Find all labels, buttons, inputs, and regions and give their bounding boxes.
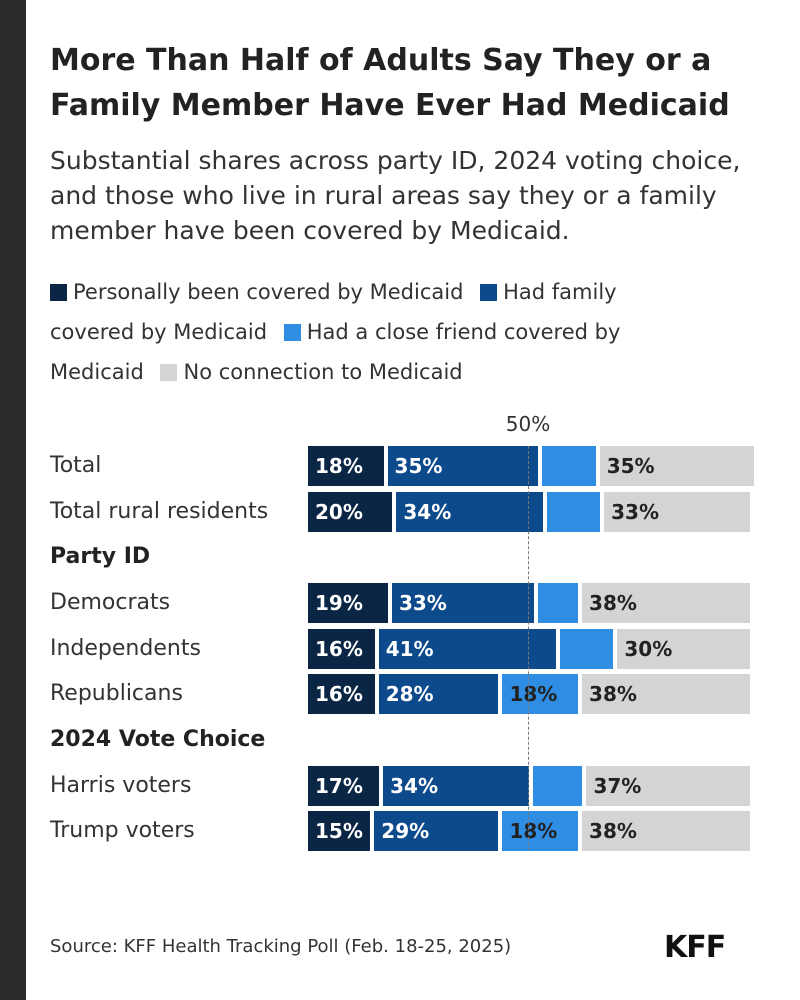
- data-label: 38%: [589, 682, 637, 706]
- category-label-trump-voters: Trump voters: [50, 818, 195, 843]
- bar-row-independents: 16% 41% 30%: [0, 628, 800, 669]
- data-label: 34%: [390, 773, 438, 798]
- data-label: 38%: [589, 591, 637, 615]
- data-label: 17%: [315, 773, 363, 798]
- bar-segment-none: 35%: [599, 446, 755, 486]
- legend-swatch-personal: [50, 284, 67, 301]
- data-label: 18%: [509, 819, 558, 843]
- legend-swatch-friend: [283, 324, 301, 341]
- category-label-independents: Independents: [50, 635, 201, 661]
- legend-item-personal: Personally been covered by Medicaid: [50, 280, 463, 304]
- bar-segment-none: 38%: [582, 811, 750, 851]
- bar-row-democrats: 19% 33% 38%: [0, 583, 800, 623]
- legend-label-personal: Personally been covered by Medicaid: [73, 280, 464, 304]
- data-label: 18%: [509, 682, 558, 706]
- bar-segment-personal: 17%: [308, 765, 380, 806]
- bar-segment-family: 33%: [391, 583, 534, 623]
- bar-segment-family: 29%: [374, 811, 499, 851]
- bar-segment-friend: [537, 583, 579, 623]
- bar-segment-personal: 20%: [308, 491, 393, 532]
- reference-line-50: [528, 446, 529, 850]
- bar-segment-friend: [559, 628, 614, 669]
- data-label: 16%: [315, 636, 363, 661]
- data-label: 18%: [315, 454, 363, 478]
- bar-segment-family: 41%: [378, 628, 556, 669]
- data-label: 20%: [315, 499, 363, 524]
- bar-segment-family: 34%: [396, 491, 543, 532]
- data-label: 16%: [315, 682, 363, 706]
- data-label: 34%: [403, 499, 452, 524]
- bar-segment-friend: 18%: [502, 674, 579, 714]
- legend-label-family: Had family covered by Medicaid: [50, 280, 617, 344]
- bar-segment-friend: 18%: [502, 811, 579, 851]
- bar-segment-none: 37%: [586, 765, 750, 806]
- bar-segment-family: 28%: [378, 674, 499, 714]
- data-label: 15%: [315, 819, 363, 843]
- bar-row-trump-voters: 15% 29% 18% 38%: [0, 811, 800, 851]
- legend-swatch-family: [480, 284, 498, 301]
- data-label: 19%: [315, 591, 363, 615]
- category-label-total-rural-residents: Total rural residents: [50, 498, 269, 524]
- group-header-party-id: Party ID: [50, 544, 151, 569]
- bar-row-republicans: 16% 28% 18% 38%: [0, 674, 800, 714]
- source-note: Source: KFF Health Tracking Poll (Feb. 1…: [50, 936, 512, 957]
- bar-segment-none: 30%: [617, 628, 750, 669]
- data-label: 28%: [385, 682, 434, 706]
- legend-label-none: No connection to Medicaid: [183, 360, 463, 384]
- bar-segment-none: 38%: [582, 674, 750, 714]
- data-label: 30%: [624, 636, 673, 661]
- bar-row-total: 18% 35% 35%: [0, 446, 800, 486]
- bar-segment-family: 34%: [383, 765, 530, 806]
- chart-title: More Than Half of Adults Say They or a F…: [50, 43, 730, 123]
- legend-item-family: Had family covered by Medicaid: [50, 280, 617, 344]
- data-label: 38%: [589, 819, 637, 843]
- bar-segment-none: 33%: [604, 491, 750, 532]
- category-label-democrats: Democrats: [50, 590, 171, 615]
- bar-segment-personal: 16%: [308, 674, 375, 714]
- data-label: 35%: [394, 454, 443, 478]
- kff-logo: KFF: [664, 930, 726, 965]
- legend-swatch-none: [160, 364, 178, 381]
- bar-segment-family: 35%: [387, 446, 539, 486]
- legend-item-none: No connection to Medicaid: [160, 360, 463, 384]
- bar-segment-personal: 16%: [308, 628, 375, 669]
- bar-segment-friend: [546, 491, 601, 532]
- chart-subtitle: Substantial shares across party ID, 2024…: [50, 146, 741, 245]
- data-label: 35%: [606, 454, 655, 478]
- bar-segment-none: 38%: [582, 583, 750, 623]
- data-label: 37%: [593, 773, 642, 798]
- category-label-harris-voters: Harris voters: [50, 772, 192, 798]
- legend-item-friend: Had a close friend covered by Medicaid: [50, 320, 620, 384]
- bar-segment-personal: 15%: [308, 811, 371, 851]
- bar-row-harris-voters: 17% 34% 37%: [0, 765, 800, 806]
- data-label: 29%: [381, 819, 430, 843]
- bar-segment-friend: [533, 765, 583, 806]
- left-edge-strip: [0, 0, 26, 1000]
- data-label: 33%: [611, 499, 659, 524]
- category-label-republicans: Republicans: [50, 681, 183, 706]
- reference-line-label: 50%: [505, 412, 551, 436]
- bar-segment-friend: [542, 446, 596, 486]
- group-header-2024-vote-choice: 2024 Vote Choice: [50, 726, 266, 752]
- bar-segment-personal: 19%: [308, 583, 388, 623]
- category-label-total: Total: [50, 453, 102, 478]
- data-label: 41%: [385, 636, 434, 661]
- bar-row-total-rural-residents: 20% 34% 33%: [0, 491, 800, 532]
- bar-segment-personal: 18%: [308, 446, 384, 486]
- data-label: 33%: [398, 591, 447, 615]
- legend: Personally been covered by Medicaid Had …: [50, 272, 690, 392]
- legend-label-friend: Had a close friend covered by Medicaid: [50, 320, 621, 384]
